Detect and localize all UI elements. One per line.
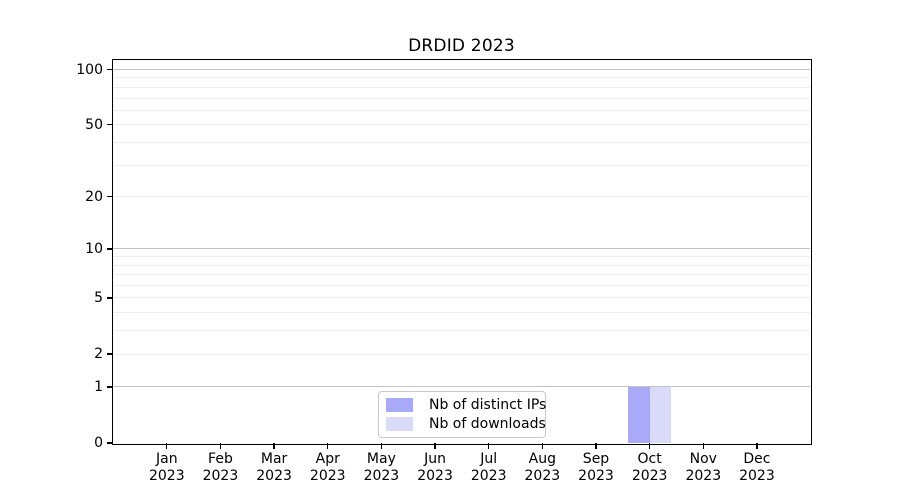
y-axis-tick-label: 20 [85,188,103,205]
x-tick-month: Dec [743,451,771,467]
x-axis-tick [756,443,758,449]
gridline-minor [113,312,810,314]
x-axis-tick [273,443,275,449]
x-tick-year: 2023 [578,467,614,484]
legend-label-downloads: Nb of downloads [429,416,546,432]
x-tick-month: Jul [480,451,498,467]
x-tick-month: Nov [689,451,717,467]
x-tick-month: Feb [208,451,233,467]
gridline-minor [113,109,810,111]
x-axis-tick-label: Mar 2023 [256,451,292,484]
x-axis-tick-label: May 2023 [364,451,400,484]
x-tick-year: 2023 [148,467,185,484]
x-tick-year: 2023 [470,467,507,484]
y-axis-tick-label: 2 [94,346,103,363]
gridline-minor [113,77,810,79]
gridline-minor [113,297,810,299]
x-axis-tick [488,443,490,449]
x-tick-month: May [366,451,396,467]
gridline-minor [113,353,810,355]
x-axis-tick [649,443,651,449]
x-axis-tick [166,443,168,449]
y-axis-tick-label: 5 [94,289,103,306]
x-axis-tick-label: Jun 2023 [417,451,453,484]
x-axis-tick-label: Nov 2023 [685,451,721,484]
legend-item-downloads: Nb of downloads [386,416,546,432]
x-tick-year: 2023 [685,467,722,484]
legend-swatch-distinct-ips [386,398,413,412]
chart-title: DRDID 2023 [408,36,515,56]
x-tick-year: 2023 [309,467,346,484]
bar-distinct-ips-oct [628,386,650,443]
x-axis-tick [595,443,597,449]
gridline-minor [113,164,810,166]
legend-label-distinct-ips: Nb of distinct IPs [429,397,547,413]
y-axis-tick [106,386,113,388]
x-axis-tick-label: Jan 2023 [149,451,185,484]
gridline-minor [113,274,810,276]
x-tick-year: 2023 [256,467,292,484]
x-axis-tick [541,443,543,449]
gridline-major [113,69,810,70]
bar-downloads-oct [649,386,672,443]
x-axis-tick-label: Feb 2023 [203,451,239,484]
gridline-minor [113,285,810,287]
y-axis-tick [106,68,113,71]
legend: Nb of distinct IPs Nb of downloads [378,391,546,438]
x-tick-month: Aug [528,451,557,467]
x-tick-month: Mar [260,451,288,467]
x-tick-month: Oct [637,451,662,467]
x-tick-month: Jan [155,451,178,467]
y-axis-tick-label: 10 [85,240,103,257]
gridline-minor [113,256,810,258]
gridline-minor [113,124,810,126]
gridline-minor [113,330,810,332]
plot-area [113,60,810,443]
y-axis-tick [106,297,113,299]
x-tick-year: 2023 [363,467,400,484]
x-tick-year: 2023 [524,467,561,484]
y-axis-tick-label: 0 [94,435,103,451]
y-axis-tick-label: 50 [85,116,103,133]
gridline-minor [113,264,810,266]
x-axis-tick [434,443,436,449]
x-axis-tick-label: Sep 2023 [578,451,614,484]
x-axis-tick-label: Oct 2023 [632,451,668,484]
x-axis-tick [219,443,222,449]
y-axis-tick [106,248,113,250]
y-axis-tick [106,442,113,444]
x-axis-tick [702,443,704,449]
y-axis-tick-label: 100 [76,61,103,78]
y-axis-tick [106,124,113,126]
gridline-major [113,386,810,388]
gridline-major [113,248,810,250]
gridline-minor [113,196,810,198]
y-axis-tick [106,353,113,355]
x-tick-year: 2023 [202,467,239,484]
x-tick-month: Sep [582,451,610,467]
x-tick-year: 2023 [739,467,775,484]
x-tick-month: Apr [315,451,340,467]
x-tick-year: 2023 [631,467,668,484]
x-tick-month: Jun [424,451,446,467]
y-axis-tick-label: 1 [94,378,103,395]
x-axis-tick-label: Dec 2023 [739,451,775,484]
x-axis-tick [380,443,383,449]
gridline-minor [113,97,810,99]
y-axis-tick [106,195,113,198]
gridline-minor [113,141,810,143]
x-axis-tick [327,443,329,449]
legend-swatch-downloads [386,417,413,431]
legend-item-distinct-ips: Nb of distinct IPs [386,397,546,413]
x-axis-tick-label: Jul 2023 [471,451,507,484]
gridline-minor [113,86,810,88]
x-axis-tick-label: Aug 2023 [525,451,561,484]
x-axis-tick-label: Apr 2023 [310,451,346,484]
x-tick-year: 2023 [417,467,453,484]
